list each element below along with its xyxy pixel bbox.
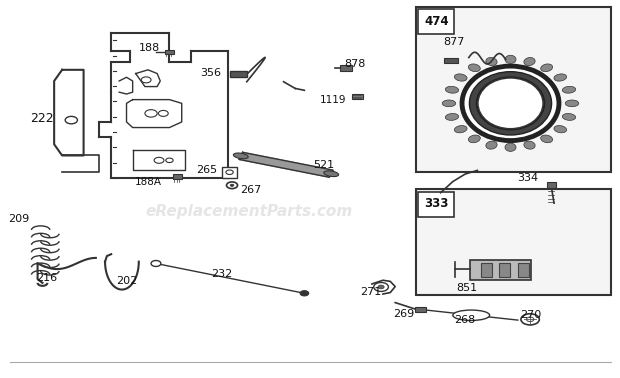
Circle shape: [159, 110, 168, 116]
Ellipse shape: [565, 100, 578, 107]
Text: 202: 202: [116, 276, 137, 286]
Bar: [352, 94, 363, 99]
Bar: [172, 174, 182, 179]
Text: 1119: 1119: [320, 95, 346, 105]
Bar: [470, 260, 531, 280]
Ellipse shape: [324, 171, 339, 177]
Ellipse shape: [562, 113, 575, 120]
Bar: [445, 57, 458, 64]
Ellipse shape: [524, 141, 535, 149]
Circle shape: [145, 110, 157, 117]
Ellipse shape: [554, 125, 567, 133]
Bar: [481, 263, 492, 277]
Ellipse shape: [505, 55, 516, 64]
Circle shape: [226, 170, 233, 175]
Bar: [222, 167, 237, 178]
Text: 268: 268: [454, 315, 476, 325]
Text: 209: 209: [8, 214, 30, 224]
Circle shape: [65, 116, 78, 124]
Ellipse shape: [445, 86, 459, 93]
Ellipse shape: [562, 86, 575, 93]
Bar: [229, 71, 247, 77]
Bar: [164, 50, 174, 54]
Bar: [547, 181, 556, 187]
Circle shape: [154, 157, 164, 163]
Text: 521: 521: [314, 160, 335, 170]
Text: 474: 474: [424, 15, 449, 28]
Text: 877: 877: [444, 37, 465, 47]
Text: 232: 232: [211, 269, 232, 279]
Text: 188: 188: [139, 43, 160, 53]
Text: 269: 269: [393, 309, 414, 319]
Ellipse shape: [524, 57, 535, 65]
Ellipse shape: [454, 74, 467, 81]
Ellipse shape: [468, 135, 481, 143]
Ellipse shape: [477, 77, 544, 129]
Ellipse shape: [468, 64, 481, 72]
Ellipse shape: [442, 100, 456, 107]
Text: 271: 271: [360, 287, 381, 297]
Ellipse shape: [541, 64, 552, 72]
Ellipse shape: [454, 125, 467, 133]
Text: 216: 216: [36, 273, 57, 284]
Circle shape: [526, 317, 534, 322]
Circle shape: [378, 285, 384, 289]
Bar: [416, 189, 611, 295]
Circle shape: [226, 182, 237, 189]
Ellipse shape: [445, 113, 459, 120]
Bar: [418, 192, 454, 217]
Text: 270: 270: [520, 310, 541, 319]
Bar: [415, 307, 426, 311]
Circle shape: [151, 260, 161, 266]
Circle shape: [230, 184, 234, 186]
Ellipse shape: [478, 78, 543, 129]
Bar: [416, 6, 611, 172]
Ellipse shape: [554, 74, 567, 81]
Circle shape: [521, 314, 539, 325]
Ellipse shape: [453, 310, 490, 321]
Text: 851: 851: [456, 283, 477, 293]
Polygon shape: [239, 152, 333, 177]
Text: 356: 356: [201, 68, 221, 78]
Circle shape: [374, 282, 389, 291]
Text: 334: 334: [518, 173, 539, 183]
Text: 265: 265: [196, 166, 217, 175]
Text: 267: 267: [240, 185, 261, 195]
Bar: [518, 263, 529, 277]
Ellipse shape: [469, 72, 552, 135]
Ellipse shape: [462, 66, 559, 141]
Text: 333: 333: [424, 197, 448, 211]
Ellipse shape: [486, 141, 497, 149]
Text: 188A: 188A: [135, 177, 162, 187]
Ellipse shape: [233, 153, 248, 159]
Text: 222: 222: [30, 112, 54, 125]
Bar: [418, 9, 454, 34]
Circle shape: [166, 158, 173, 163]
Text: eReplacementParts.com: eReplacementParts.com: [146, 204, 353, 219]
Bar: [500, 263, 510, 277]
Text: 878: 878: [344, 59, 365, 69]
Ellipse shape: [486, 57, 497, 65]
Ellipse shape: [541, 135, 552, 143]
Circle shape: [141, 77, 151, 83]
Ellipse shape: [505, 143, 516, 151]
Circle shape: [300, 291, 309, 296]
Bar: [340, 65, 352, 71]
